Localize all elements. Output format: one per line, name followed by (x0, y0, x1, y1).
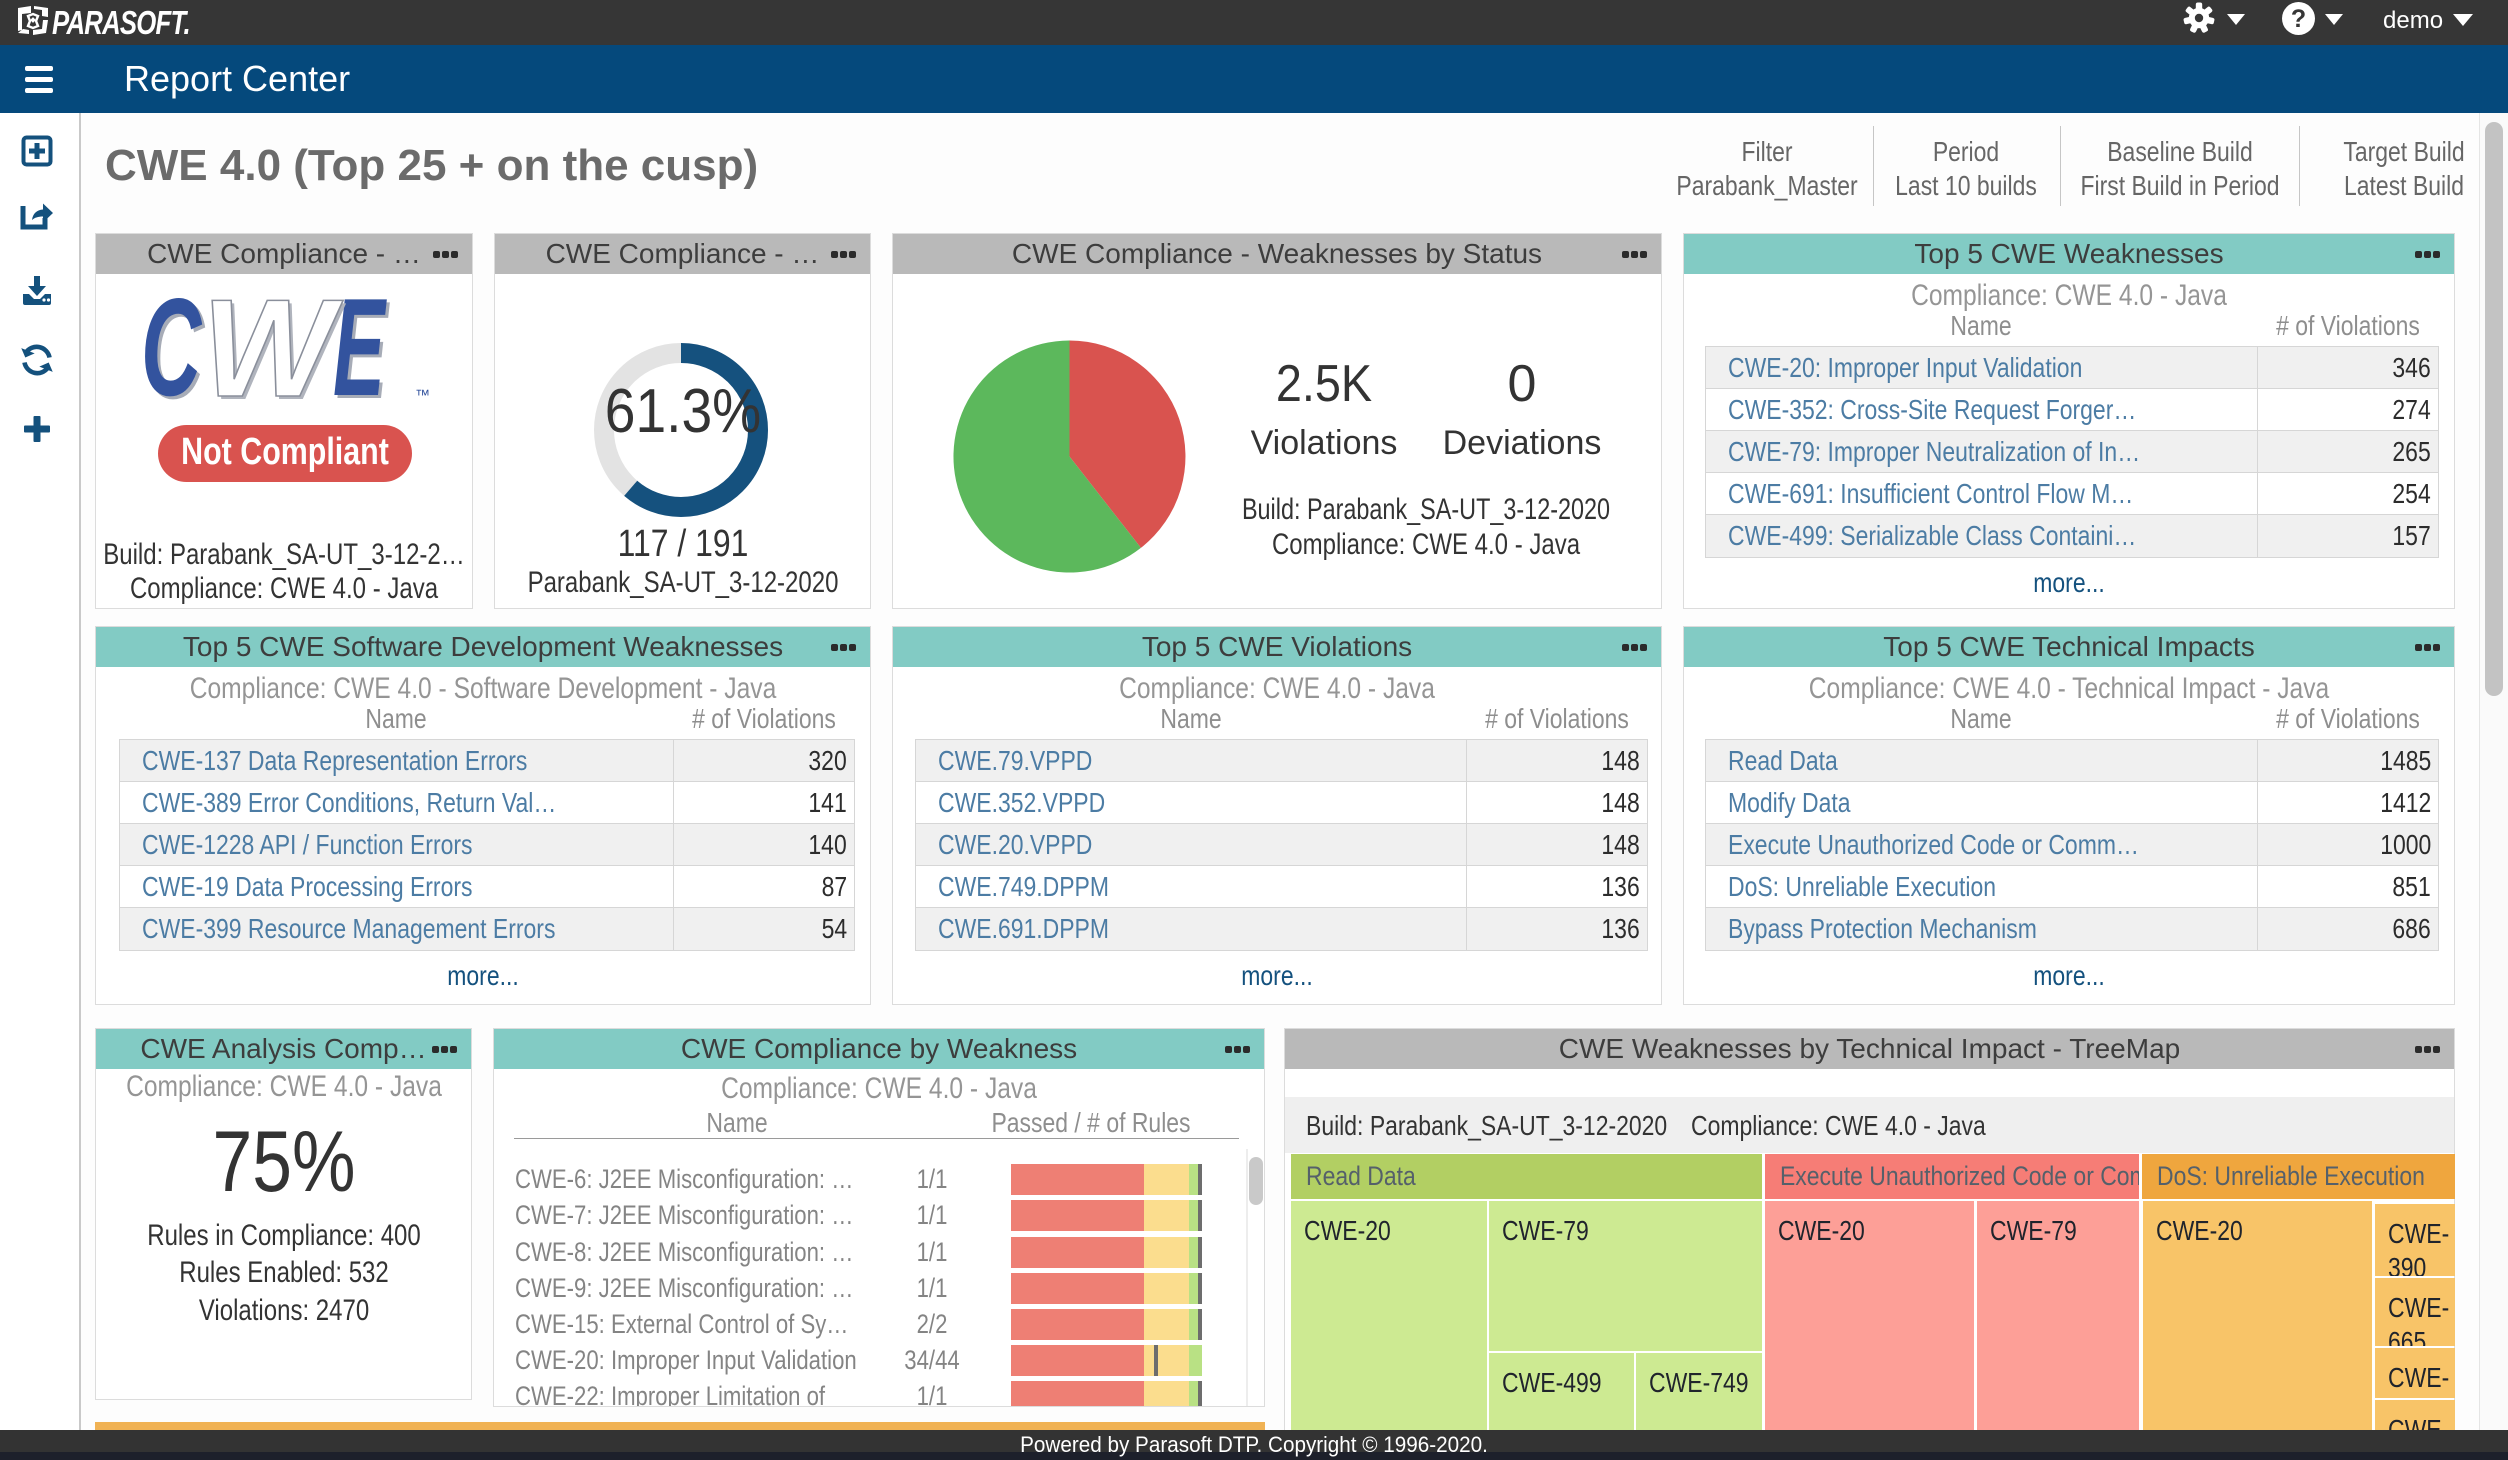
svg-text:C: C (144, 292, 206, 408)
svg-text:C: C (141, 292, 203, 408)
svg-text:?: ? (2291, 5, 2306, 33)
svg-text:E: E (336, 292, 390, 408)
svg-text:W: W (205, 292, 347, 408)
svg-text:™: ™ (415, 387, 429, 404)
svg-text:W: W (202, 292, 344, 408)
svg-text:E: E (333, 292, 387, 408)
